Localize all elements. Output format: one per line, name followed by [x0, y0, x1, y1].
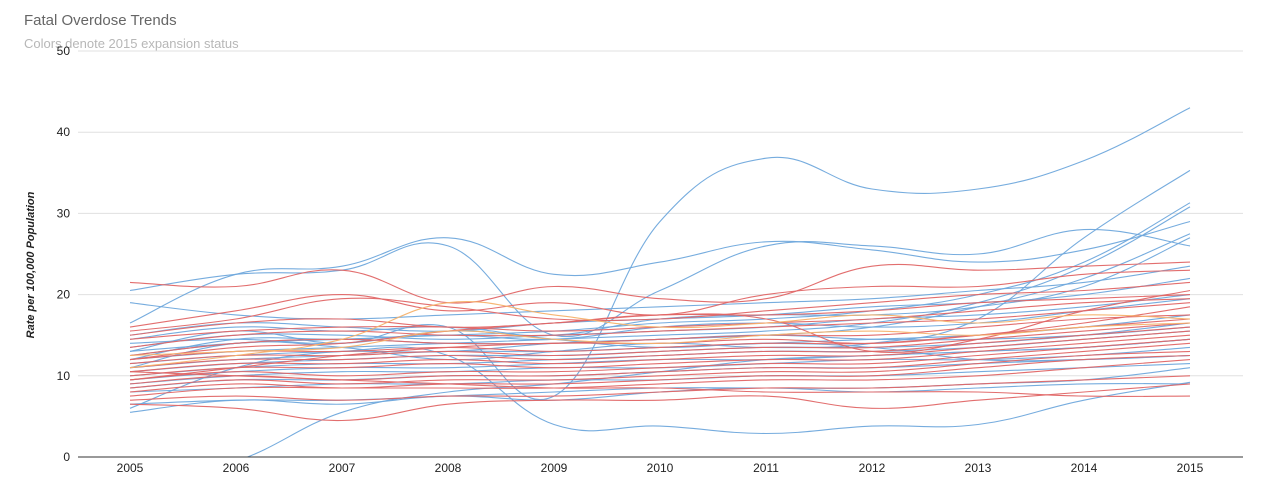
x-tick-label: 2010 — [647, 461, 674, 475]
y-tick-label: 10 — [57, 369, 71, 383]
x-tick-label: 2007 — [329, 461, 356, 475]
x-tick-label: 2008 — [435, 461, 462, 475]
x-tick-label: 2014 — [1071, 461, 1098, 475]
series-line-red — [129, 354, 1191, 393]
series-line-red — [129, 375, 1191, 401]
x-tick-label: 2009 — [541, 461, 568, 475]
y-tick-label: 0 — [63, 450, 70, 464]
series-line-red — [129, 314, 1191, 357]
series-line-red — [129, 338, 1191, 381]
series-line-red — [129, 318, 1191, 361]
x-tick-label: 2005 — [117, 461, 144, 475]
series-line-red — [129, 359, 1191, 397]
chart-subtitle: Colors denote 2015 expansion status — [24, 36, 239, 51]
series-line-blue — [129, 107, 1191, 401]
series-line-orange — [129, 301, 1191, 369]
x-tick-label: 2015 — [1177, 461, 1204, 475]
y-tick-label: 30 — [57, 206, 71, 220]
series-line-red — [129, 322, 1191, 365]
series-line-red — [129, 330, 1191, 373]
series-line-blue — [129, 346, 1191, 435]
y-tick-label: 20 — [57, 288, 71, 302]
y-tick-label: 50 — [57, 44, 71, 58]
series-line-red — [129, 350, 1191, 389]
series-lines — [129, 107, 1191, 457]
x-tick-label: 2012 — [859, 461, 886, 475]
series-line-red — [129, 371, 1191, 398]
series-line-blue — [129, 220, 1191, 324]
axes: 0 10 20 30 40 50 2005 2006 2007 2008 2009 2010 2011 2… — [57, 44, 1243, 475]
series-line-red — [129, 261, 1191, 304]
series-line-red — [129, 302, 1191, 348]
series-line-red — [129, 334, 1191, 377]
series-line-red — [129, 281, 1191, 332]
series-line-red — [129, 383, 1191, 422]
chart-title: Fatal Overdose Trends — [24, 12, 177, 29]
series-line-blue — [129, 228, 1191, 338]
x-tick-label: 2013 — [965, 461, 992, 475]
y-axis-label: Rate per 100,000 Population — [25, 191, 37, 338]
x-tick-label: 2011 — [753, 461, 779, 475]
series-line-blue — [129, 206, 1191, 361]
series-line-orange — [129, 322, 1191, 357]
x-tick-label: 2006 — [223, 461, 250, 475]
y-tick-label: 40 — [57, 125, 71, 139]
